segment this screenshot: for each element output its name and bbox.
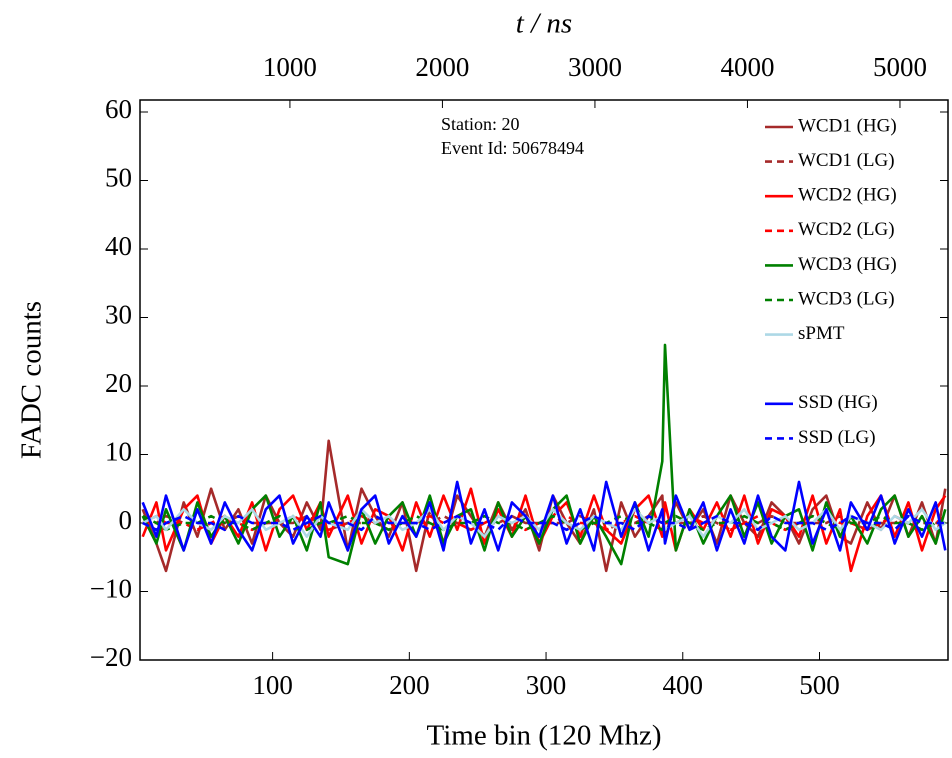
x2-tick-label: 5000: [873, 52, 927, 82]
y-tick-label: −20: [90, 642, 132, 672]
x2-axis-label: t / ns: [516, 8, 572, 40]
x-tick-label: 400: [663, 670, 704, 700]
x-tick-label: 300: [526, 670, 567, 700]
legend-label: WCD2 (LG): [798, 219, 895, 240]
x-tick-label: 100: [252, 670, 293, 700]
legend-label: WCD3 (HG): [798, 254, 897, 275]
y-tick-label: 30: [105, 300, 132, 330]
legend-label: sPMT: [798, 323, 845, 344]
x-axis-label: Time bin (120 Mhz): [427, 720, 662, 752]
legend-label: WCD3 (LG): [798, 288, 895, 309]
plot-frame: [139, 99, 949, 661]
y-tick-label: −10: [90, 574, 132, 604]
x2-tick-label: 2000: [415, 52, 469, 82]
legend-label: WCD2 (HG): [798, 185, 897, 206]
series-line: [142, 514, 946, 532]
series-line: [141, 343, 947, 566]
x-tick-label: 500: [799, 670, 840, 700]
y-tick-label: 50: [105, 163, 132, 193]
x2-tick-label: 4000: [720, 52, 774, 82]
x-tick-label: 200: [389, 670, 430, 700]
y-tick-label: 40: [105, 231, 132, 261]
y-tick-label: 20: [105, 368, 132, 398]
series-line: [141, 480, 947, 552]
x2-tick-label: 1000: [263, 52, 317, 82]
legend-label: WCD1 (HG): [798, 115, 897, 136]
y-tick-label: 60: [105, 94, 132, 124]
x2-tick-label: 3000: [568, 52, 622, 82]
y-tick-label: 0: [119, 505, 133, 535]
y-axis-label: FADC counts: [16, 301, 48, 459]
y-tick-label: 10: [105, 437, 132, 467]
legend-label: SSD (LG): [798, 427, 876, 448]
series-line: [142, 514, 946, 532]
annotation: Station: 20: [441, 114, 520, 134]
legend-label: WCD1 (LG): [798, 150, 895, 171]
annotation: Event Id: 50678494: [441, 138, 584, 158]
legend-label: SSD (HG): [798, 392, 878, 413]
